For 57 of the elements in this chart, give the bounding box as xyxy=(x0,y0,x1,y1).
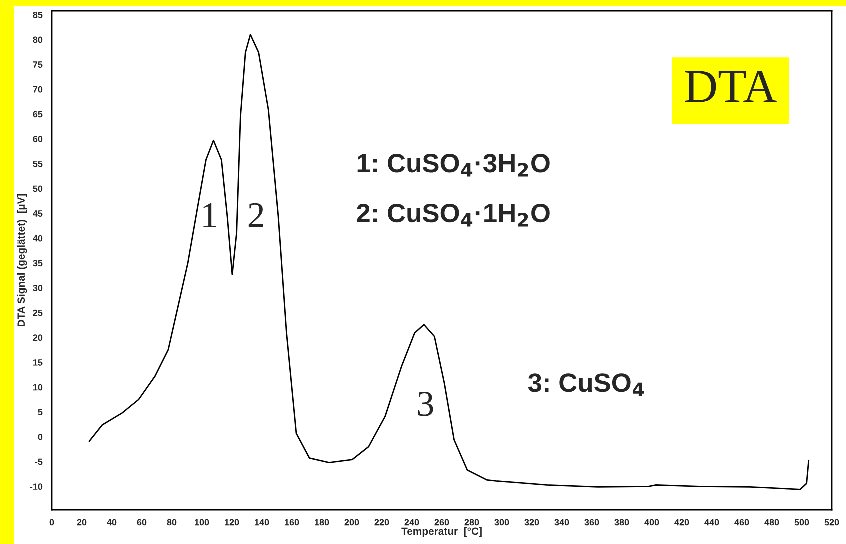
y-tick-label: 35 xyxy=(33,260,43,267)
annotation: 1: CuSO$_{4}$·3H$_{2}$O xyxy=(358,154,550,177)
annotation: 1 xyxy=(204,203,216,228)
x-tick-label: 60 xyxy=(137,519,147,526)
x-tick-label: 280 xyxy=(464,519,480,526)
x-tick-label: 260 xyxy=(434,519,450,526)
x-tick-label: 80 xyxy=(167,519,177,526)
y-tick-label: 15 xyxy=(34,360,43,366)
y-tick-label: 80 xyxy=(33,36,43,44)
y-tick-label: 85 xyxy=(33,12,43,18)
x-tick-label: 460 xyxy=(734,519,750,526)
x-tick-label: 220 xyxy=(374,519,390,526)
x-tick-label: 340 xyxy=(554,519,570,526)
x-tick-label: 240 xyxy=(404,519,420,526)
x-tick-label: 300 xyxy=(494,519,510,526)
y-tick-label: 25 xyxy=(33,310,43,316)
x-axis-title: Temperatur [°C] xyxy=(402,527,482,538)
x-tick-label: 120 xyxy=(225,519,240,526)
x-tick-label: 40 xyxy=(107,519,117,526)
x-tick-label: 20 xyxy=(77,519,87,526)
x-tick-label: 400 xyxy=(644,519,660,526)
x-tick-label: 380 xyxy=(614,519,630,526)
line-series xyxy=(88,34,810,490)
y-tick-label: 40 xyxy=(33,235,43,242)
x-tick-label: 360 xyxy=(584,519,600,526)
annotation: 2 xyxy=(248,203,264,228)
x-tick-label: 100 xyxy=(195,519,210,526)
y-tick-label: -10 xyxy=(30,484,43,490)
y-tick-label: 60 xyxy=(33,136,43,142)
y-tick-label: 45 xyxy=(33,210,43,217)
x-tick-label: 320 xyxy=(524,519,540,526)
y-tick-label: 50 xyxy=(33,186,43,192)
x-tick-label: 440 xyxy=(704,519,720,526)
x-tick-label: 480 xyxy=(764,519,780,526)
y-tick-label: 0 xyxy=(38,434,43,440)
x-tick-label: 420 xyxy=(674,519,690,526)
x-tick-label: 520 xyxy=(824,519,840,526)
y-tick-label: 75 xyxy=(33,62,43,68)
y-tick-label: 55 xyxy=(33,160,43,168)
y-tick-label: -5 xyxy=(35,458,43,466)
y-tick-label: 30 xyxy=(33,285,43,292)
y-tick-label: 70 xyxy=(33,86,43,93)
y-tick-label: 5 xyxy=(38,409,43,416)
x-tick-label: 140 xyxy=(255,519,270,526)
x-tick-label: 0 xyxy=(50,519,54,526)
annotation: DTA xyxy=(685,71,777,102)
y-tick-label: 20 xyxy=(33,334,43,342)
annotation: 3 xyxy=(418,392,434,416)
x-tick-label: 160 xyxy=(285,519,300,526)
y-axis-title: DTA Signal (geglättet) [µV] xyxy=(17,194,28,326)
x-tick-label: 200 xyxy=(344,519,360,526)
y-tick-label: 65 xyxy=(33,111,43,118)
annotation: 3: CuSO$_{4}$ xyxy=(528,374,644,396)
y-tick-label: 10 xyxy=(34,384,43,391)
x-tick-label: 500 xyxy=(794,519,810,526)
annotation: 2: CuSO$_{4}$·1H$_{2}$O xyxy=(357,204,550,227)
x-tick-label: 180 xyxy=(315,519,330,526)
